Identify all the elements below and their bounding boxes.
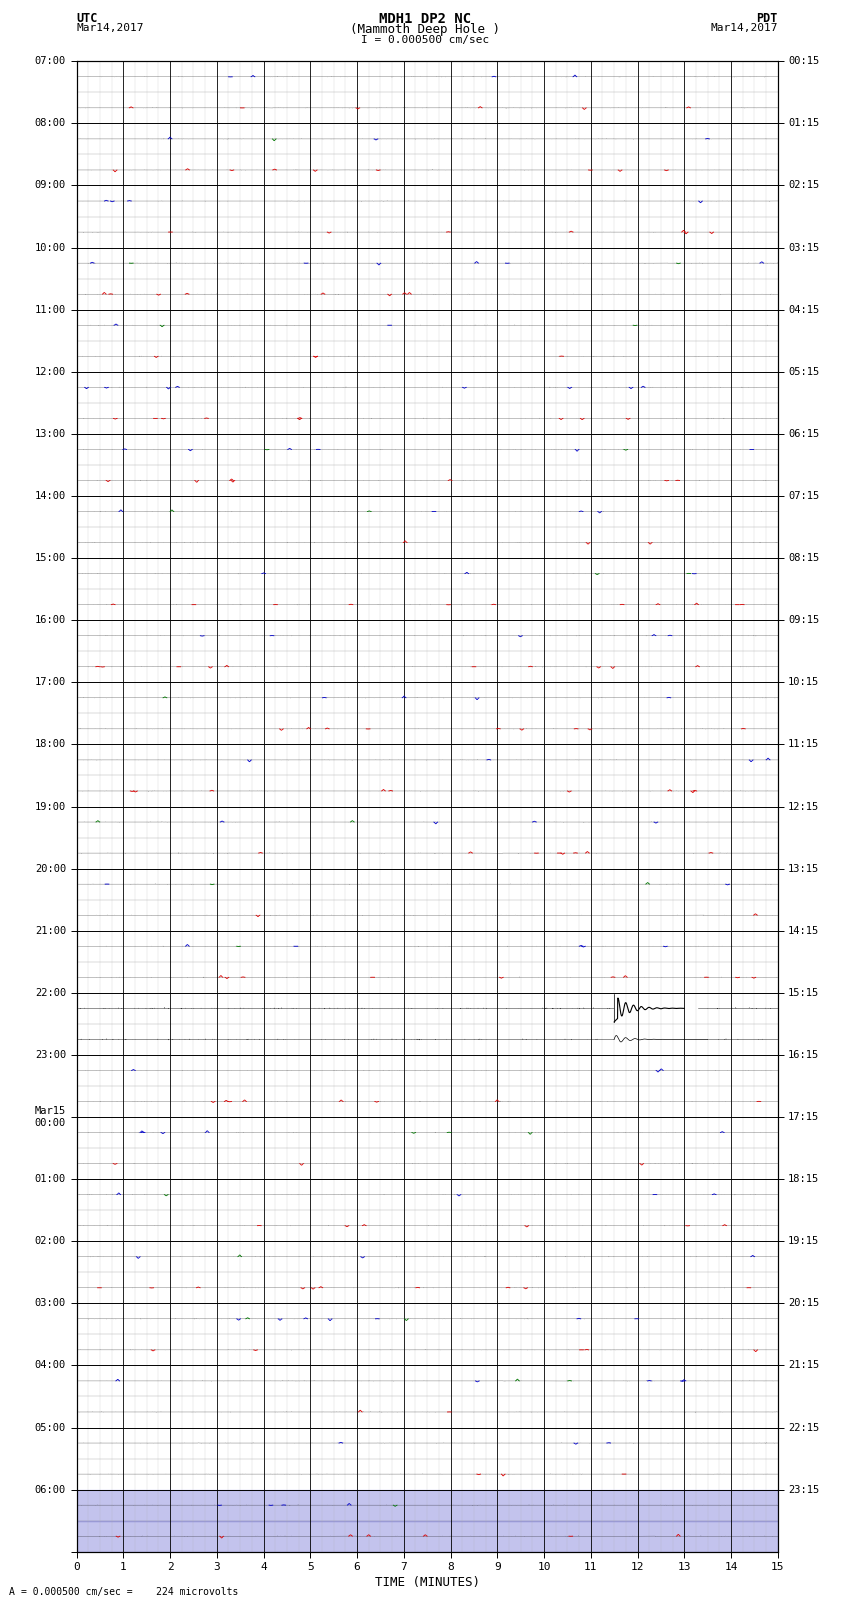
Text: Mar14,2017: Mar14,2017 bbox=[711, 24, 778, 34]
Text: UTC: UTC bbox=[76, 11, 98, 26]
Text: (Mammoth Deep Hole ): (Mammoth Deep Hole ) bbox=[350, 24, 500, 37]
X-axis label: TIME (MINUTES): TIME (MINUTES) bbox=[375, 1576, 479, 1589]
Text: Mar14,2017: Mar14,2017 bbox=[76, 24, 144, 34]
Text: A: A bbox=[8, 1587, 14, 1597]
Text: MDH1 DP2 NC: MDH1 DP2 NC bbox=[379, 11, 471, 26]
Text: I = 0.000500 cm/sec: I = 0.000500 cm/sec bbox=[361, 35, 489, 45]
Text: PDT: PDT bbox=[756, 11, 778, 26]
Text: = 0.000500 cm/sec =    224 microvolts: = 0.000500 cm/sec = 224 microvolts bbox=[21, 1587, 239, 1597]
